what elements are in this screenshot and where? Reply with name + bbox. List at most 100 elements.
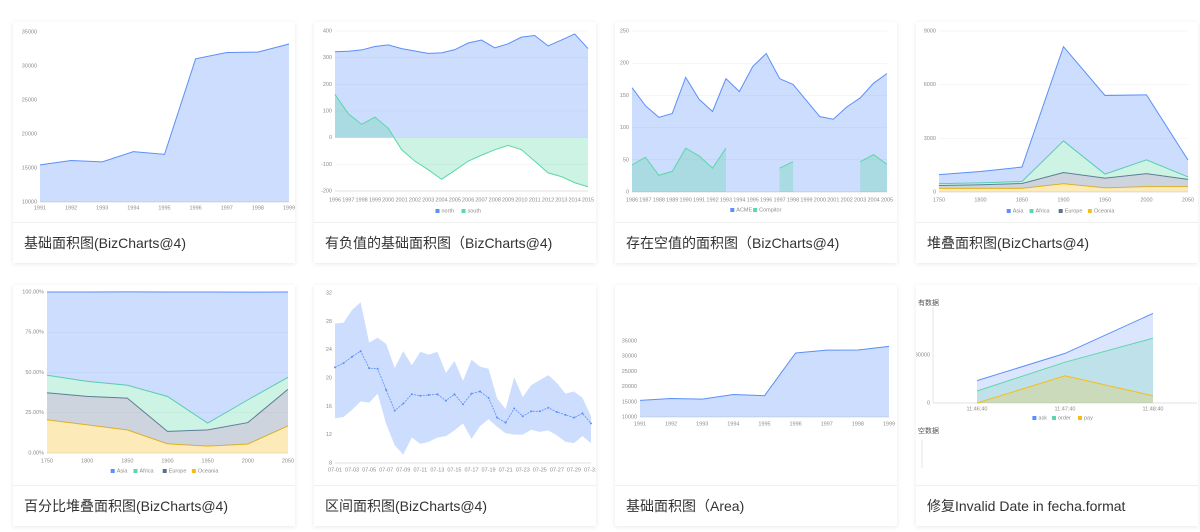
point	[376, 367, 379, 370]
y-tick-label: 50.00%	[25, 370, 44, 376]
x-tick-label: 1750	[933, 197, 945, 203]
y-tick-label: 8	[329, 460, 332, 466]
chart-card[interactable]: 有数据 0 30000 11:46:40 11:47:40 11:48:40 ask orde…	[916, 285, 1198, 526]
x-tick-label: 1999	[800, 197, 812, 203]
x-tick-label: 1999	[283, 205, 295, 211]
legend-label: north	[442, 208, 455, 214]
point	[462, 403, 464, 406]
y-tick-label: 35000	[22, 29, 37, 35]
area	[939, 140, 1188, 186]
x-tick-label: 2007	[475, 197, 487, 203]
x-tick-label: 1995	[747, 197, 759, 203]
card-caption[interactable]: 基础面积图（Area)	[615, 485, 897, 526]
y-tick-label: -200	[321, 188, 332, 194]
y-tick-label: 200	[620, 61, 629, 67]
point	[504, 421, 507, 424]
chart-card[interactable]: 10000 15000 20000 25000 30000 35000 1991 1992 19…	[13, 22, 295, 263]
card-caption[interactable]: 区间面积图(BizCharts@4)	[314, 485, 596, 526]
chart-card[interactable]: 8 12 16 20 24 28 32 07-01 07-03 07-05 07-07 07-09 07…	[314, 285, 596, 526]
legend-marker	[753, 208, 758, 212]
point	[402, 402, 405, 405]
chart-card[interactable]: -200 -100 0 100 200 300 400 1996 1997 1998 1999 200…	[314, 22, 596, 263]
point	[342, 362, 345, 365]
x-tick-label: 2012	[542, 197, 554, 203]
y-tick-label: 30000	[916, 352, 930, 358]
point	[487, 396, 490, 399]
point	[368, 367, 371, 370]
x-tick-label: 1850	[1016, 197, 1028, 203]
legend-marker	[730, 208, 735, 212]
y-tick-label: 300	[323, 55, 332, 61]
x-tick-label: 07-19	[482, 467, 496, 473]
x-tick-label: 2011	[529, 197, 541, 203]
x-tick-label: 2014	[569, 197, 581, 203]
x-tick-label: 2005	[881, 197, 893, 203]
x-tick-label: 11:46:40	[966, 406, 987, 412]
y-tick-label: 0	[329, 135, 332, 141]
y-tick-label: 35000	[622, 338, 637, 344]
x-tick-label: 11:47:40	[1054, 406, 1075, 412]
x-tick-label: 1991	[34, 205, 46, 211]
legend-marker	[1006, 209, 1011, 213]
x-tick-label: 1750	[41, 458, 53, 464]
y-tick-label: 75.00%	[25, 330, 44, 336]
point	[351, 355, 354, 358]
chart-card[interactable]: 0.00% 25.00% 50.00% 75.00% 100.00% 1750 1800 18…	[13, 285, 295, 526]
line	[46, 374, 289, 424]
line	[938, 140, 1189, 185]
card-caption[interactable]: 存在空值的面积图（BizCharts@4)	[615, 222, 897, 263]
x-tick-label: 2004	[435, 197, 447, 203]
y-tick-label: 3000	[924, 136, 936, 142]
card-caption[interactable]: 百分比堆叠面积图(BizCharts@4)	[13, 485, 295, 526]
y-tick-label: 15000	[622, 399, 637, 405]
chart-card[interactable]: 10000 15000 20000 25000 30000 35000 1991 1992 19…	[615, 285, 897, 526]
legend-marker	[133, 469, 138, 473]
area	[640, 346, 889, 417]
y-tick-label: 200	[323, 82, 332, 88]
legend-label: Oceania	[1094, 208, 1115, 214]
card-caption[interactable]: 基础面积图(BizCharts@4)	[13, 222, 295, 263]
x-tick-label: 2050	[1182, 197, 1194, 203]
legend-label: ACME	[736, 207, 752, 213]
point	[564, 413, 567, 416]
point	[547, 406, 550, 409]
card-caption[interactable]: 堆叠面积图(BizCharts@4)	[916, 222, 1198, 263]
legend-marker	[435, 209, 440, 213]
point	[427, 394, 430, 396]
chart: 10000 15000 20000 25000 30000 35000 1991 1992 19…	[622, 338, 895, 427]
point	[444, 399, 447, 402]
card-caption[interactable]: 有负值的基础面积图（BizCharts@4)	[314, 222, 596, 263]
x-tick-label: 1950	[202, 458, 214, 464]
line	[39, 43, 290, 166]
x-tick-label: 2015	[582, 197, 594, 203]
legend-marker	[1078, 416, 1082, 420]
x-tick-label: 2013	[555, 197, 567, 203]
x-tick-label: 07-21	[499, 467, 513, 473]
point	[538, 410, 541, 413]
x-tick-label: 07-03	[345, 467, 359, 473]
x-tick-label: 07-01	[328, 467, 342, 473]
line	[938, 45, 1189, 176]
x-tick-label: 1991	[634, 421, 646, 427]
area	[977, 375, 1153, 403]
legend-marker	[110, 469, 115, 473]
chart-card[interactable]: 0 3000 6000 9000 1750 1800 1850 1900 1950 2000 205…	[916, 22, 1198, 263]
point	[513, 407, 516, 410]
point	[572, 416, 575, 419]
y-tick-label: 100.00%	[22, 289, 44, 295]
x-tick-label: 2003	[422, 197, 434, 203]
x-tick-label: 1995	[758, 421, 770, 427]
x-tick-label: 07-09	[396, 467, 410, 473]
x-tick-label: 1996	[190, 205, 202, 211]
point	[359, 350, 362, 353]
point	[419, 394, 422, 397]
chart-card[interactable]: 0 50 100 150 200 250 1986 1987 1988 1989 1990 1991 1…	[615, 22, 897, 263]
point	[393, 409, 396, 412]
card-caption[interactable]: 修复Invalid Date in fecha.format	[916, 485, 1198, 526]
x-tick-label: 2009	[502, 197, 514, 203]
x-tick-label: 2006	[462, 197, 474, 203]
area	[47, 389, 288, 447]
x-tick-label: 1850	[121, 458, 133, 464]
